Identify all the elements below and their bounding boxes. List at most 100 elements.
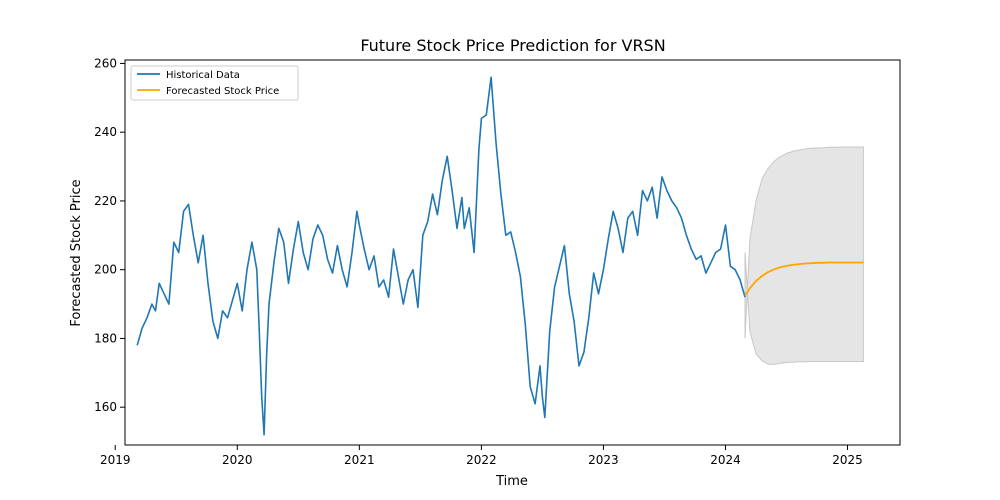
- historical-data-point: [431, 193, 433, 195]
- historical-data-point: [468, 207, 470, 209]
- historical-data-point: [607, 238, 609, 240]
- historical-data-point: [260, 396, 262, 398]
- historical-data-point: [336, 244, 338, 246]
- historical-data-point: [351, 251, 353, 253]
- historical-data-point: [734, 268, 736, 270]
- historical-data-point: [287, 282, 289, 284]
- x-tick-label: 2024: [710, 453, 741, 467]
- historical-data-point: [251, 241, 253, 243]
- historical-data-point: [724, 224, 726, 226]
- forecast-data-point: [749, 287, 751, 289]
- historical-data-point: [402, 303, 404, 305]
- historical-data-point: [422, 234, 424, 236]
- historical-data-point: [478, 148, 480, 150]
- historical-data-point: [627, 217, 629, 219]
- historical-data-point: [729, 265, 731, 267]
- historical-data-point: [407, 279, 409, 281]
- forecast-data-point: [791, 264, 793, 266]
- historical-data-point: [192, 234, 194, 236]
- historical-data-point: [509, 231, 511, 233]
- x-tick-label: 2021: [344, 453, 375, 467]
- historical-data-point: [558, 265, 560, 267]
- historical-data-point: [480, 117, 482, 119]
- forecast-data-point: [785, 265, 787, 267]
- historical-data-point: [146, 317, 148, 319]
- historical-data-point: [661, 176, 663, 178]
- historical-data-point: [246, 268, 248, 270]
- historical-data-point: [549, 330, 551, 332]
- historical-data-point: [441, 179, 443, 181]
- historical-data-point: [273, 262, 275, 264]
- historical-data-point: [417, 306, 419, 308]
- forecast-data-point: [862, 261, 864, 263]
- historical-data-point: [495, 141, 497, 143]
- forecast-data-point: [816, 262, 818, 264]
- historical-data-point: [158, 282, 160, 284]
- y-tick-label: 240: [94, 125, 117, 139]
- y-tick-label: 260: [94, 56, 117, 70]
- historical-data-point: [207, 282, 209, 284]
- historical-data-point: [636, 234, 638, 236]
- historical-data-point: [544, 416, 546, 418]
- historical-data-point: [331, 272, 333, 274]
- historical-data-point: [632, 210, 634, 212]
- x-tick-label: 2022: [466, 453, 497, 467]
- forecast-data-point: [761, 275, 763, 277]
- historical-data-point: [226, 317, 228, 319]
- historical-data-point: [312, 238, 314, 240]
- historical-data-point: [534, 403, 536, 405]
- historical-data-point: [588, 317, 590, 319]
- forecast-data-point: [755, 280, 757, 282]
- plot-frame: [124, 59, 901, 446]
- historical-data-point: [363, 248, 365, 250]
- historical-data-point: [307, 268, 309, 270]
- forecast-data-point: [798, 263, 800, 265]
- historical-data-point: [656, 217, 658, 219]
- historical-data-point: [212, 320, 214, 322]
- historical-data-point: [383, 279, 385, 281]
- y-axis-label: Forecasted Stock Price: [69, 179, 84, 326]
- historical-data-point: [231, 299, 233, 301]
- historical-data-point: [326, 258, 328, 260]
- historical-data-point: [695, 258, 697, 260]
- historical-data-point: [646, 200, 648, 202]
- y-tick-label: 180: [94, 331, 117, 345]
- x-tick-label: 2025: [832, 453, 863, 467]
- historical-data-point: [671, 200, 673, 202]
- historical-data-point: [597, 293, 599, 295]
- historical-data-point: [154, 310, 156, 312]
- historical-data-point: [451, 189, 453, 191]
- historical-data-point: [373, 255, 375, 257]
- y-axis: 160 180 200 220 240 260: [94, 56, 125, 414]
- historical-data-point: [368, 268, 370, 270]
- forecast-data-point: [846, 261, 848, 263]
- forecast-data-point: [779, 266, 781, 268]
- chart-title: Future Stock Price Prediction for VRSN: [360, 36, 665, 55]
- historical-data-point: [151, 303, 153, 305]
- legend-label-forecast: Forecasted Stock Price: [166, 86, 279, 97]
- forecast-data-point: [810, 262, 812, 264]
- historical-data-point: [241, 310, 243, 312]
- historical-data-point: [514, 251, 516, 253]
- forecast-data-point: [859, 261, 861, 263]
- forecast-data-point: [852, 261, 854, 263]
- historical-data-point: [178, 251, 180, 253]
- historical-data-point: [136, 344, 138, 346]
- forecast-data-point: [744, 294, 746, 296]
- forecast-data-point: [840, 261, 842, 263]
- historical-data-point: [236, 282, 238, 284]
- historical-data-point: [553, 286, 555, 288]
- x-axis-label: Time: [495, 474, 528, 489]
- forecast-data-point: [767, 271, 769, 273]
- forecast-line: [744, 261, 864, 297]
- forecast-data-point: [804, 262, 806, 264]
- historical-data-point: [461, 196, 463, 198]
- historical-data-point: [690, 248, 692, 250]
- historical-data-point: [256, 268, 258, 270]
- y-tick-label: 200: [94, 263, 117, 277]
- historical-data-point: [278, 227, 280, 229]
- historical-data-point: [265, 354, 267, 356]
- legend-box: [130, 65, 299, 101]
- historical-data-point: [182, 210, 184, 212]
